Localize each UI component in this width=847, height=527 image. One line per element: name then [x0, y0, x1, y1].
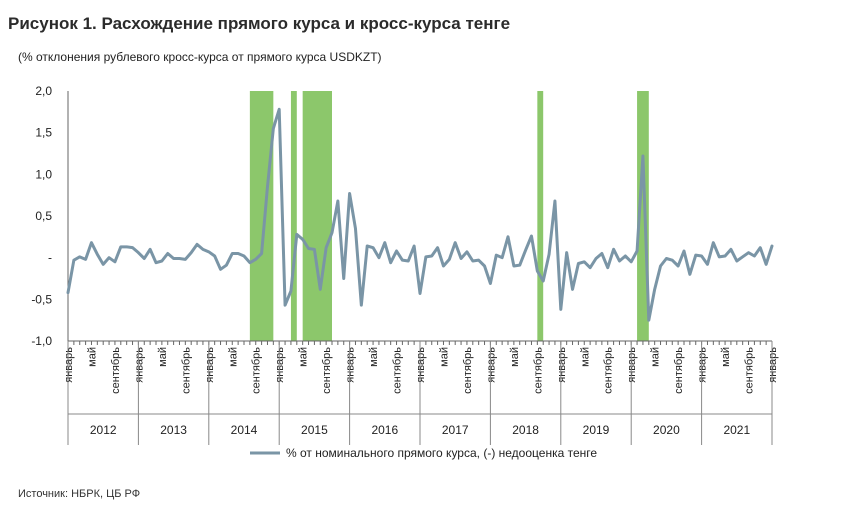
x-month-label: январь: [274, 347, 286, 383]
year-label: 2014: [231, 423, 258, 437]
x-month-label: май: [157, 347, 169, 367]
source-note: Источник: НБРК, ЦБ РФ: [18, 488, 141, 500]
year-label: 2016: [371, 423, 398, 437]
year-label: 2012: [90, 423, 117, 437]
x-month-label: январь: [697, 347, 709, 383]
x-month-label: сентябрь: [673, 347, 685, 394]
shaded-region-1: [290, 91, 297, 341]
year-label: 2013: [160, 423, 187, 437]
x-month-label: сентябрь: [392, 347, 404, 394]
x-month-label: сентябрь: [532, 347, 544, 394]
x-month-label: май: [509, 347, 521, 367]
x-month-label: январь: [204, 347, 216, 383]
series-line: [66, 107, 774, 322]
x-month-label: январь: [63, 347, 75, 383]
shaded-region-2: [302, 91, 332, 341]
x-month-label: сентябрь: [180, 347, 192, 394]
x-month-label: май: [579, 347, 591, 367]
x-month-label: сентябрь: [110, 347, 122, 394]
x-month-label: январь: [133, 347, 145, 383]
shaded-region-4: [637, 91, 649, 341]
y-tick-label: 0,5: [35, 209, 52, 223]
x-month-label: январь: [415, 347, 427, 383]
x-month-label: январь: [485, 347, 497, 383]
chart-title: Рисунок 1. Расхождение прямого курса и к…: [8, 14, 511, 33]
x-month-label: январь: [626, 347, 638, 383]
x-month-label: май: [438, 347, 450, 367]
legend-label: % от номинального прямого курса, (-) нед…: [286, 446, 597, 460]
y-tick-label: -0,5: [31, 292, 52, 306]
x-month-label: май: [650, 347, 662, 367]
x-month-label: январь: [345, 347, 357, 383]
y-tick-label: 1,5: [35, 126, 52, 140]
x-month-label: сентябрь: [462, 347, 474, 394]
x-month-label: сентябрь: [251, 347, 263, 394]
x-month-label: январь: [767, 347, 779, 383]
year-label: 2021: [723, 423, 750, 437]
year-label: 2017: [442, 423, 469, 437]
y-tick-label: 2,0: [35, 84, 52, 98]
x-month-label: сентябрь: [321, 347, 333, 394]
year-label: 2019: [583, 423, 610, 437]
x-month-label: май: [227, 347, 239, 367]
shaded-region-3: [537, 91, 544, 341]
y-tick-label: -1,0: [31, 334, 52, 348]
year-label: 2020: [653, 423, 680, 437]
x-month-label: январь: [556, 347, 568, 383]
x-month-label: сентябрь: [744, 347, 756, 394]
x-month-label: май: [298, 347, 310, 367]
shaded-region-0: [249, 91, 274, 341]
y-tick-label: 1,0: [35, 167, 52, 181]
y-tick-label: -: [48, 251, 52, 265]
year-label: 2015: [301, 423, 328, 437]
x-month-label: май: [368, 347, 380, 367]
x-month-label: май: [720, 347, 732, 367]
year-label: 2018: [512, 423, 539, 437]
x-month-label: сентябрь: [603, 347, 615, 394]
chart-subtitle: (% отклонения рублевого кросс-курса от п…: [18, 50, 382, 64]
x-month-label: май: [86, 347, 98, 367]
